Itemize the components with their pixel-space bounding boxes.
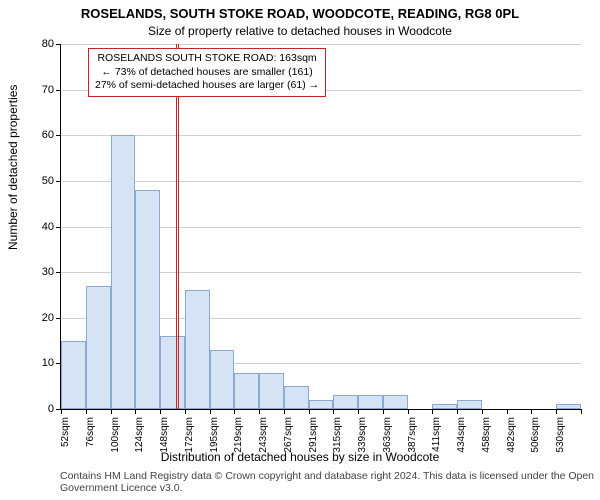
x-tick-label: 506sqm bbox=[530, 417, 541, 457]
histogram-bar bbox=[210, 350, 235, 409]
histogram-bar bbox=[259, 373, 284, 410]
annotation-box: ROSELANDS SOUTH STOKE ROAD: 163sqm← 73% … bbox=[88, 48, 326, 97]
x-tick bbox=[185, 409, 186, 414]
histogram-bar bbox=[160, 336, 185, 409]
histogram-bar bbox=[234, 373, 259, 410]
histogram-bar bbox=[284, 386, 309, 409]
x-tick-label: 219sqm bbox=[233, 417, 244, 457]
x-tick-label: 411sqm bbox=[431, 417, 442, 457]
histogram-bar bbox=[185, 290, 210, 409]
x-tick-label: 52sqm bbox=[60, 417, 71, 457]
histogram-bar bbox=[556, 404, 581, 409]
histogram-bar bbox=[61, 341, 86, 409]
y-tick-label: 20 bbox=[24, 312, 54, 324]
histogram-bar bbox=[86, 286, 111, 409]
x-tick bbox=[61, 409, 62, 414]
y-tick-label: 10 bbox=[24, 357, 54, 369]
y-tick bbox=[56, 318, 61, 319]
grid-line bbox=[61, 135, 581, 136]
y-axis-label: Number of detached properties bbox=[6, 85, 20, 250]
y-tick bbox=[56, 90, 61, 91]
x-tick-label: 458sqm bbox=[481, 417, 492, 457]
histogram-bar bbox=[309, 400, 334, 409]
x-tick bbox=[457, 409, 458, 414]
y-tick bbox=[56, 272, 61, 273]
x-tick-label: 195sqm bbox=[209, 417, 220, 457]
x-tick-label: 363sqm bbox=[382, 417, 393, 457]
x-tick bbox=[482, 409, 483, 414]
chart-title: ROSELANDS, SOUTH STOKE ROAD, WOODCOTE, R… bbox=[0, 6, 600, 21]
x-tick bbox=[210, 409, 211, 414]
y-tick bbox=[56, 181, 61, 182]
reference-line bbox=[176, 44, 177, 409]
x-tick bbox=[86, 409, 87, 414]
x-tick bbox=[358, 409, 359, 414]
x-tick bbox=[111, 409, 112, 414]
x-tick bbox=[556, 409, 557, 414]
histogram-bar bbox=[358, 395, 383, 409]
x-tick bbox=[432, 409, 433, 414]
x-tick-label: 291sqm bbox=[308, 417, 319, 457]
y-tick-label: 0 bbox=[24, 403, 54, 415]
y-tick-label: 40 bbox=[24, 221, 54, 233]
grid-line bbox=[61, 44, 581, 45]
x-tick bbox=[259, 409, 260, 414]
histogram-bar bbox=[111, 135, 136, 409]
x-tick-label: 530sqm bbox=[555, 417, 566, 457]
x-tick-label: 267sqm bbox=[283, 417, 294, 457]
x-tick bbox=[234, 409, 235, 414]
chart-subtitle: Size of property relative to detached ho… bbox=[0, 24, 600, 38]
annotation-line-3: 27% of semi-detached houses are larger (… bbox=[95, 79, 319, 93]
histogram-bar bbox=[135, 190, 160, 409]
y-tick-label: 80 bbox=[24, 38, 54, 50]
y-tick-label: 50 bbox=[24, 175, 54, 187]
histogram-bar bbox=[457, 400, 482, 409]
x-tick-label: 482sqm bbox=[506, 417, 517, 457]
x-tick bbox=[284, 409, 285, 414]
y-tick-label: 30 bbox=[24, 266, 54, 278]
x-tick bbox=[383, 409, 384, 414]
x-tick-label: 172sqm bbox=[184, 417, 195, 457]
y-tick-label: 60 bbox=[24, 129, 54, 141]
x-tick-label: 243sqm bbox=[258, 417, 269, 457]
grid-line bbox=[61, 181, 581, 182]
x-tick bbox=[160, 409, 161, 414]
histogram-bar bbox=[432, 404, 457, 409]
y-tick bbox=[56, 227, 61, 228]
annotation-line-1: ROSELANDS SOUTH STOKE ROAD: 163sqm bbox=[95, 52, 319, 66]
y-tick bbox=[56, 135, 61, 136]
x-tick bbox=[507, 409, 508, 414]
attribution-text: Contains HM Land Registry data © Crown c… bbox=[60, 470, 600, 494]
x-tick-label: 339sqm bbox=[357, 417, 368, 457]
x-tick bbox=[408, 409, 409, 414]
x-tick bbox=[309, 409, 310, 414]
x-tick-label: 100sqm bbox=[110, 417, 121, 457]
x-tick-label: 76sqm bbox=[85, 417, 96, 457]
histogram-bar bbox=[333, 395, 358, 409]
y-tick bbox=[56, 44, 61, 45]
x-tick bbox=[531, 409, 532, 414]
reference-line bbox=[178, 44, 179, 409]
x-tick-label: 387sqm bbox=[407, 417, 418, 457]
x-tick-label: 148sqm bbox=[159, 417, 170, 457]
chart-container: ROSELANDS, SOUTH STOKE ROAD, WOODCOTE, R… bbox=[0, 0, 600, 500]
plot-area bbox=[60, 44, 581, 410]
x-tick-label: 124sqm bbox=[134, 417, 145, 457]
x-tick-label: 434sqm bbox=[456, 417, 467, 457]
histogram-bar bbox=[383, 395, 408, 409]
x-tick-label: 315sqm bbox=[332, 417, 343, 457]
x-tick bbox=[581, 409, 582, 414]
x-tick bbox=[333, 409, 334, 414]
y-tick-label: 70 bbox=[24, 84, 54, 96]
x-tick bbox=[135, 409, 136, 414]
annotation-line-2: ← 73% of detached houses are smaller (16… bbox=[95, 66, 319, 80]
